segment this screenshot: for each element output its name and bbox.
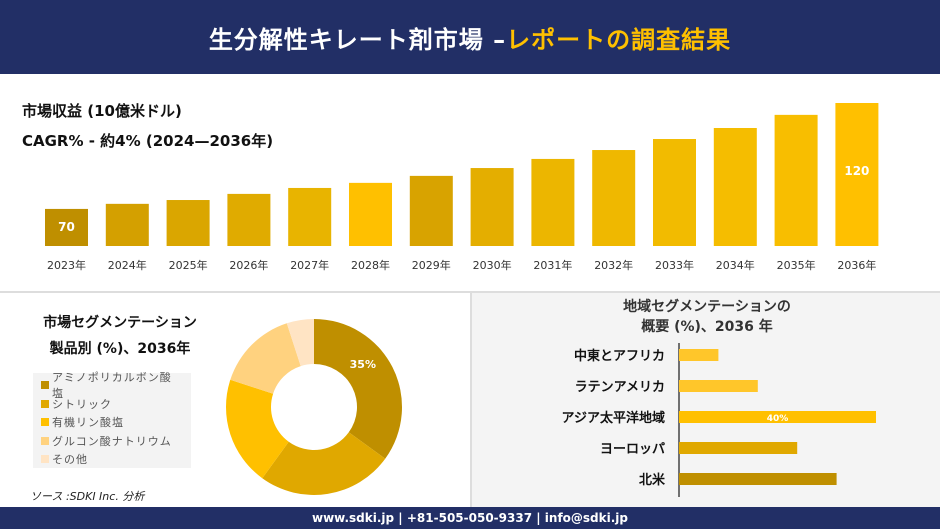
region-label: ヨーロッパ [600,442,665,457]
region-data-label: 40% [767,414,789,424]
revenue-bar [105,203,149,246]
bar-data-label: 70 [58,220,75,234]
revenue-bar [227,193,271,246]
year-tick-label: 2025年 [169,258,208,272]
region-label: 中東とアフリカ [574,348,665,364]
legend-label: グルコン酸ナトリウム [52,434,172,448]
legend-item: 有機リン酸塩 [41,413,183,432]
legend-label: 有機リン酸塩 [52,416,124,430]
revenue-bar [713,127,757,246]
legend-item: その他 [41,450,183,469]
divider [0,291,940,293]
year-tick-label: 2035年 [777,258,816,272]
donut-slice [286,319,314,367]
legend-item: シトリック [41,395,183,414]
title-main: 生分解性キレート剤市場 – [208,25,507,54]
legend-label: シトリック [52,397,112,411]
region-title: 地域セグメンテーションの 概要 (%)、2036 年 [472,297,940,337]
year-tick-label: 2026年 [229,258,268,272]
year-tick-label: 2028年 [351,258,390,272]
legend-swatch [41,436,49,445]
revenue-bar [531,158,575,246]
year-tick-label: 2024年 [108,258,147,272]
legend-swatch [41,381,49,390]
legend-swatch [41,455,49,464]
bar-data-label: 120 [844,164,869,178]
year-tick-label: 2034年 [716,258,755,272]
region-panel: 中東とアフリカ ラテンアメリカアジア太平洋地域 40% ヨーロッパ北米 地域セグメンテ… [470,293,940,507]
revenue-bar [45,208,88,246]
revenue-bar [166,200,210,246]
region-bar [679,442,798,454]
region-bar [679,473,837,485]
year-tick-label: 2029年 [412,258,451,272]
title-highlight: レポートの調査結果 [506,25,732,54]
year-tick-label: 2032年 [594,258,633,272]
year-tick-label: 2030年 [473,258,512,272]
legend-swatch [41,399,49,408]
revenue-bar [409,175,453,246]
legend-item: アミノポリカルボン酸塩 [41,371,183,400]
region-title-line2: 概要 (%)、2036 年 [641,319,773,335]
revenue-title: 市場収益 (10億米ドル) [22,102,182,120]
revenue-bar [288,187,332,246]
product-title-line1: 市場セグメンテーション [43,315,197,331]
legend-item: グルコン酸ナトリウム [41,432,183,451]
revenue-bar [835,103,879,246]
revenue-bar [349,182,392,246]
footer-contact: www.sdki.jp | +81-505-050-9337 | info@sd… [0,507,940,529]
donut-slice [314,319,402,459]
source-note: ソース :SDKI Inc. 分析 [30,490,145,503]
region-label: 北米 [639,472,666,488]
revenue-bar [653,139,696,246]
legend-swatch [41,418,49,427]
region-bar [679,380,758,392]
revenue-bar [470,168,514,246]
donut-slice [226,379,289,479]
page-header: 生分解性キレート剤市場 – レポートの調査結果 [0,0,940,74]
year-tick-label: 2036年 [837,258,876,272]
product-segment-title: 市場セグメンテーション 製品別 (%)、2036年 [20,310,220,362]
region-bar [679,349,719,361]
year-tick-label: 2027年 [290,258,329,272]
region-bar [679,411,876,423]
revenue-bar-chart: 2023年 70 2024年 2025年 2026年 2027年 2028年 2029年 203… [45,103,879,272]
region-label: ラテンアメリカ [575,380,665,395]
donut-slice [262,432,386,495]
region-title-line1: 地域セグメンテーションの [623,299,791,315]
product-legend: アミノポリカルボン酸塩 シトリック有機リン酸塩グルコン酸ナトリウム その他 [33,371,191,469]
region-label: アジア太平洋地域 [562,410,665,426]
legend-label: アミノポリカルボン酸塩 [51,371,172,401]
donut-slice [230,323,301,394]
cagr-text: CAGR% - 約4% (2024—2036年) [22,132,274,150]
legend-label: その他 [52,453,88,467]
year-tick-label: 2031年 [533,258,572,272]
product-title-line2: 製品別 (%)、2036年 [49,341,191,357]
slice-data-label: 35% [350,358,376,371]
product-donut-chart: 35% [226,319,402,495]
year-tick-label: 2023年 [47,258,86,272]
year-tick-label: 2033年 [655,258,694,272]
revenue-bar [774,114,818,246]
revenue-bar [592,150,636,246]
